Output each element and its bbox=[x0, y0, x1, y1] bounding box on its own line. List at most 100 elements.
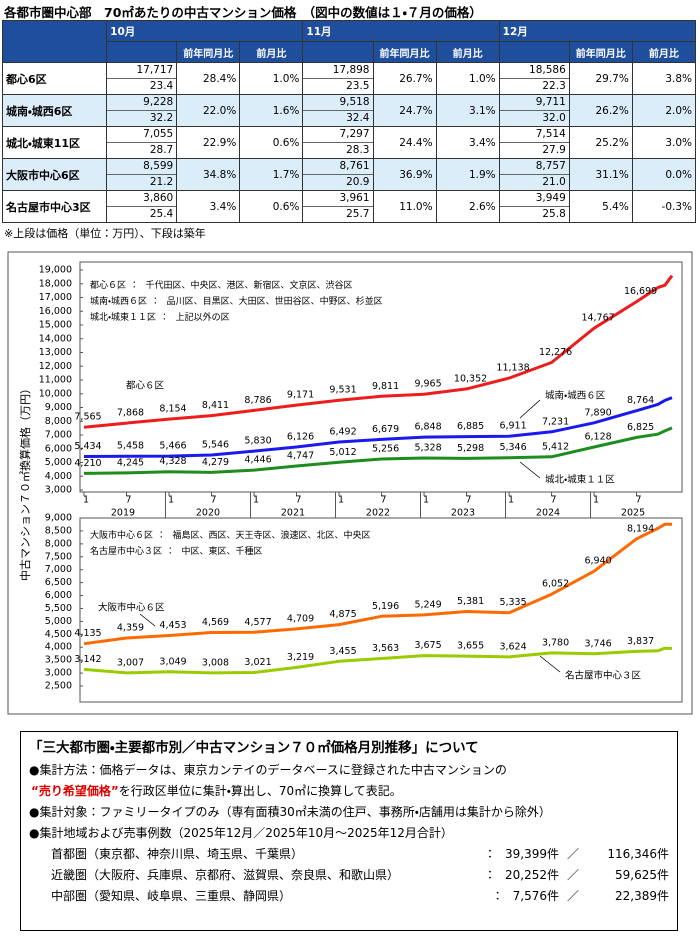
y-tick-label: 17,000 bbox=[39, 292, 72, 303]
x-tick-label: 7 bbox=[296, 495, 302, 506]
region-name: 首都圏（東京都、神奈川県、埼玉県、千葉県） bbox=[51, 847, 304, 861]
yoy: 36.9% bbox=[399, 168, 433, 181]
building-age: 23.5 bbox=[346, 80, 370, 92]
data-label: 11,138 bbox=[496, 363, 529, 374]
building-age: 25.8 bbox=[542, 208, 566, 220]
mom-cell: 0.6% bbox=[239, 190, 304, 223]
sub-header-blank bbox=[302, 41, 374, 63]
mom: 1.0% bbox=[272, 72, 300, 85]
table-row: 名古屋市中心3区 3,860 25.4 3.4% 0.6% 3,961 25.7 11.0% 2… bbox=[1, 190, 697, 223]
region-list: 首都圏（東京都、神奈川県、埼玉県、千葉県） ： 39,399件 ／ 116,346件近… bbox=[29, 844, 669, 907]
plot-frame bbox=[79, 261, 683, 493]
region-name: 名古屋市中心3区 bbox=[1, 190, 108, 223]
price: 9,228 bbox=[107, 95, 177, 111]
data-label: 6,940 bbox=[584, 556, 611, 567]
price-cell: 18,586 22.3 bbox=[498, 62, 570, 95]
y-tick-label: 8,000 bbox=[45, 416, 72, 427]
yoy: 24.4% bbox=[399, 136, 433, 149]
mom: 3.8% bbox=[665, 72, 692, 85]
y-tick-label: 13,000 bbox=[39, 347, 72, 358]
y-tick-label: 7,000 bbox=[45, 430, 72, 441]
data-label: 3,219 bbox=[287, 652, 314, 663]
data-label: 8,154 bbox=[159, 404, 186, 415]
yoy-cell: 11.0% bbox=[372, 190, 437, 223]
y-tick-label: 14,000 bbox=[39, 333, 72, 344]
series-name: 大阪市中心６区 bbox=[98, 602, 165, 614]
data-label: 9,965 bbox=[414, 379, 441, 390]
sub-header: 前月比 bbox=[239, 41, 304, 63]
sub-header: 前年同月比 bbox=[568, 41, 633, 63]
data-label: 3,746 bbox=[584, 638, 611, 649]
mom-cell: 0.6% bbox=[239, 126, 304, 159]
data-label: 5,458 bbox=[117, 441, 144, 452]
data-label: 5,381 bbox=[457, 596, 484, 607]
data-label: 4,446 bbox=[244, 455, 271, 466]
price-cell: 8,599 21.2 bbox=[106, 158, 178, 191]
data-label: 5,412 bbox=[542, 441, 569, 452]
region-name: 都心6区 bbox=[1, 62, 108, 95]
table-body: 10月 11月 12月 前年同月比 前月比 前年同月比 前月比 前年同月比 前月比 都心6区 17,… bbox=[1, 20, 697, 223]
y-tick-label: 8,500 bbox=[45, 525, 72, 536]
table-row: 城南・城西6区 9,228 32.2 22.0% 1.6% 9,518 32.4 24.7% 3… bbox=[1, 94, 697, 127]
data-label: 3,049 bbox=[159, 656, 186, 667]
data-label: 10,352 bbox=[454, 373, 487, 384]
yoy: 3.4% bbox=[209, 200, 237, 213]
data-label: 3,624 bbox=[499, 641, 526, 652]
y-tick-label: 6,500 bbox=[45, 577, 72, 588]
data-label: 5,249 bbox=[414, 599, 441, 610]
y-tick-label: 9,000 bbox=[45, 513, 72, 524]
price-cell: 7,297 28.3 bbox=[302, 126, 374, 159]
yoy-cell: 22.9% bbox=[176, 126, 241, 159]
sub-header-blank bbox=[498, 41, 570, 63]
yoy-cell: 36.9% bbox=[372, 158, 437, 191]
data-label: 6,492 bbox=[329, 426, 356, 437]
building-age: 28.7 bbox=[149, 144, 174, 156]
mom: 1.0% bbox=[468, 72, 496, 85]
sub-header: 前年同月比 bbox=[176, 41, 241, 63]
about-target: ●集計対象：ファミリータイプのみ（専有面積30㎡未満の住戸、事務所・店舗用は集計… bbox=[29, 805, 551, 819]
name-leader bbox=[139, 613, 156, 627]
area-note-name: 名古屋市中心３区 bbox=[90, 545, 162, 557]
price-cell: 8,761 20.9 bbox=[302, 158, 374, 191]
y-tick-label: 4,500 bbox=[45, 629, 72, 640]
yoy: 26.7% bbox=[399, 72, 433, 85]
price-cell: 17,898 23.5 bbox=[302, 62, 374, 95]
mom: -0.3% bbox=[661, 200, 692, 213]
yoy-cell: 25.2% bbox=[568, 126, 633, 159]
building-age: 28.3 bbox=[346, 144, 370, 156]
data-label: 3,563 bbox=[372, 643, 399, 654]
y-tick-label: 18,000 bbox=[39, 278, 72, 289]
x-tick-label: 7 bbox=[551, 495, 557, 506]
mom: 2.6% bbox=[468, 200, 496, 213]
data-label: 4,279 bbox=[202, 457, 229, 468]
price-table: 10月 11月 12月 前年同月比 前月比 前年同月比 前月比 前年同月比 前月比 都心6区 17,… bbox=[1, 20, 697, 223]
building-age: 32.0 bbox=[542, 112, 566, 124]
price: 7,514 bbox=[499, 127, 569, 143]
x-tick-label: 7 bbox=[125, 495, 131, 506]
data-label: 9,171 bbox=[287, 390, 314, 401]
area-note-name: 都心６区 bbox=[90, 279, 126, 291]
data-label: 3,008 bbox=[202, 657, 229, 668]
mom: 1.7% bbox=[272, 168, 300, 181]
y-tick-label: 19,000 bbox=[39, 265, 72, 276]
price: 9,711 bbox=[499, 95, 569, 111]
data-label: 3,007 bbox=[117, 657, 144, 668]
y-axis-label: 中古マンション７０㎡換算価格（万円） bbox=[18, 383, 32, 581]
data-label: 4,135 bbox=[74, 628, 101, 639]
area-note: 都心６区 ： 千代田区、中央区、港区、新宿区、文京区、渋谷区 bbox=[90, 279, 353, 291]
data-label: 7,565 bbox=[74, 412, 101, 423]
price-cell: 17,717 23.4 bbox=[106, 62, 178, 95]
mom: 1.6% bbox=[272, 104, 300, 117]
about-method-cont: “売り希望価格”を行政区単位に集計・算出し、70㎡に換算して表記。 bbox=[29, 781, 669, 802]
year-label: 2021 bbox=[281, 508, 305, 519]
yoy: 25.2% bbox=[595, 136, 629, 149]
data-label: 8,764 bbox=[627, 395, 654, 406]
data-label: 4,359 bbox=[117, 622, 144, 633]
data-label: 6,679 bbox=[372, 424, 399, 435]
region-name: 城南・城西6区 bbox=[1, 94, 108, 127]
price-cell: 8,757 21.0 bbox=[498, 158, 570, 191]
price: 18,586 bbox=[499, 63, 569, 79]
yoy: 31.1% bbox=[595, 168, 629, 181]
data-label: 6,885 bbox=[457, 421, 484, 432]
